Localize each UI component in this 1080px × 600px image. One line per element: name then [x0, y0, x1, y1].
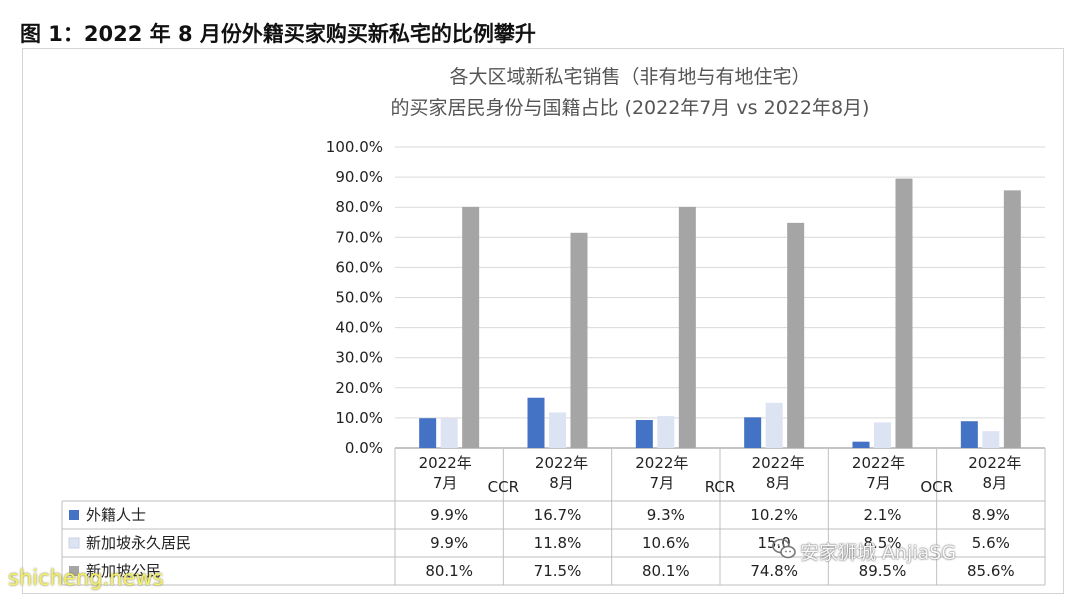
bar	[852, 441, 870, 448]
x-tick-label: 2022年	[535, 454, 588, 472]
legend-label: 新加坡永久居民	[86, 534, 191, 552]
data-label: 8.9%	[972, 506, 1010, 524]
x-tick-label: 8月	[766, 474, 791, 492]
data-label: 11.8%	[534, 534, 582, 552]
data-label: 16.7%	[534, 506, 582, 524]
x-tick-label: 2022年	[968, 454, 1021, 472]
bar	[895, 178, 913, 449]
y-tick-label: 0.0%	[345, 439, 383, 457]
bar	[635, 420, 653, 448]
data-label: 71.5%	[534, 562, 582, 580]
bar	[527, 397, 545, 448]
chart-title-line-1: 各大区域新私宅销售（非有地与有地住宅）	[449, 66, 811, 88]
x-tick-label: 2022年	[635, 454, 688, 472]
y-tick-label: 30.0%	[335, 349, 383, 367]
watermark-site: shicheng.news	[8, 566, 164, 590]
bar	[982, 431, 1000, 448]
y-tick-label: 80.0%	[335, 198, 383, 216]
data-label: 2.1%	[863, 506, 901, 524]
bar	[960, 421, 978, 448]
x-tick-label: 8月	[983, 474, 1008, 492]
chart-panel	[22, 48, 1064, 594]
y-tick-label: 100.0%	[326, 138, 383, 156]
bar	[657, 416, 675, 448]
data-label: 10.2%	[750, 506, 798, 524]
x-group-label: CCR	[488, 478, 519, 496]
x-tick-label: 7月	[433, 474, 458, 492]
data-label: 10.6%	[642, 534, 690, 552]
data-label: 9.9%	[430, 534, 468, 552]
x-tick-label: 2022年	[852, 454, 905, 472]
x-tick-label: 2022年	[752, 454, 805, 472]
data-label: 9.9%	[430, 506, 468, 524]
y-tick-label: 10.0%	[335, 409, 383, 427]
data-label: 80.1%	[642, 562, 690, 580]
data-label: 89.5%	[859, 562, 907, 580]
legend-swatch	[69, 566, 79, 576]
x-tick-label: 7月	[650, 474, 675, 492]
watermark-brand: 安家狮城 AnjiaSG	[800, 542, 957, 564]
bar	[419, 418, 437, 448]
data-label: 5.6%	[972, 534, 1010, 552]
bar	[678, 206, 696, 448]
legend-swatch	[69, 510, 79, 520]
y-tick-label: 90.0%	[335, 168, 383, 186]
data-label: 85.6%	[967, 562, 1015, 580]
bar	[787, 222, 805, 448]
y-tick-label: 20.0%	[335, 379, 383, 397]
bar	[462, 206, 480, 448]
bar	[570, 232, 588, 448]
y-tick-label: 60.0%	[335, 258, 383, 276]
data-label: 9.3%	[647, 506, 685, 524]
bar	[874, 422, 891, 448]
data-label: 80.1%	[425, 562, 473, 580]
legend-label: 外籍人士	[86, 506, 146, 524]
y-tick-label: 40.0%	[335, 319, 383, 337]
x-tick-label: 2022年	[419, 454, 472, 472]
data-label: 8.5%	[863, 534, 901, 552]
chart-title-line-2: 的买家居民身份与国籍占比 (2022年7月 vs 2022年8月)	[390, 97, 870, 119]
bar	[744, 417, 762, 448]
bar	[765, 402, 783, 448]
legend-label: 新加坡公民	[86, 562, 161, 580]
y-tick-label: 70.0%	[335, 228, 383, 246]
wechat-icon	[772, 538, 796, 559]
legend-swatch	[68, 537, 80, 549]
y-tick-label: 50.0%	[335, 289, 383, 307]
x-tick-label: 8月	[549, 474, 574, 492]
bar	[440, 418, 458, 448]
bar	[549, 412, 566, 448]
figure-heading: 图 1：2022 年 8 月份外籍买家购买新私宅的比例攀升	[20, 22, 536, 46]
data-label: 74.8%	[750, 562, 798, 580]
x-group-label: RCR	[705, 478, 736, 496]
x-group-label: OCR	[920, 478, 953, 496]
x-tick-label: 7月	[866, 474, 891, 492]
bar	[1003, 190, 1021, 448]
